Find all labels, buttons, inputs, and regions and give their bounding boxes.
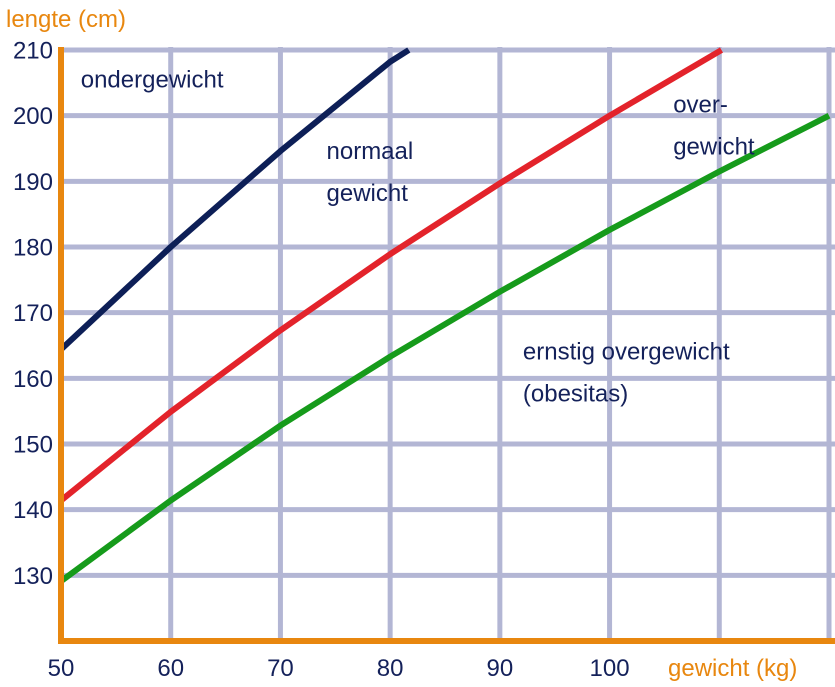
- x-axis-title: gewicht (kg): [668, 655, 797, 682]
- region-label-line: gewicht: [673, 133, 755, 160]
- x-tick-label: 50: [48, 655, 75, 682]
- region-label: over-gewicht: [673, 91, 755, 160]
- region-label-line: over-: [673, 91, 728, 118]
- region-label-line: ondergewicht: [81, 66, 224, 93]
- x-tick-label: 80: [377, 655, 404, 682]
- series-line-1: [58, 47, 411, 352]
- y-axis-title: lengte (cm): [6, 6, 126, 33]
- region-label: normaal gewicht: [327, 138, 414, 207]
- x-tick-label: 100: [590, 655, 630, 682]
- y-tick-label: 130: [13, 563, 53, 590]
- x-tick-label: 90: [487, 655, 514, 682]
- tick-labels: 130 140 150 160 170 180 190 200 210 50 60 70 80 90 100: [13, 38, 630, 683]
- region-label-line: (obesitas): [523, 380, 628, 407]
- region-label-line: ernstig overgewicht: [523, 338, 730, 365]
- x-tick-label: 70: [267, 655, 294, 682]
- y-tick-label: 160: [13, 366, 53, 393]
- series-line-2: [59, 47, 724, 503]
- axes: [58, 47, 835, 644]
- region-label: ondergewicht: [81, 66, 224, 93]
- region-label-line: normaal: [327, 138, 414, 165]
- y-tick-label: 180: [13, 235, 53, 262]
- region-label-line: gewicht: [327, 180, 409, 207]
- x-tick-label: 60: [157, 655, 184, 682]
- region-label: ernstig overgewicht (obesitas): [523, 338, 730, 407]
- y-tick-label: 200: [13, 103, 53, 130]
- y-tick-label: 140: [13, 497, 53, 524]
- series-lines: [58, 47, 831, 584]
- y-tick-label: 210: [13, 38, 53, 65]
- y-tick-label: 150: [13, 432, 53, 459]
- y-tick-label: 170: [13, 300, 53, 327]
- y-tick-label: 190: [13, 169, 53, 196]
- series-line-3: [59, 113, 831, 584]
